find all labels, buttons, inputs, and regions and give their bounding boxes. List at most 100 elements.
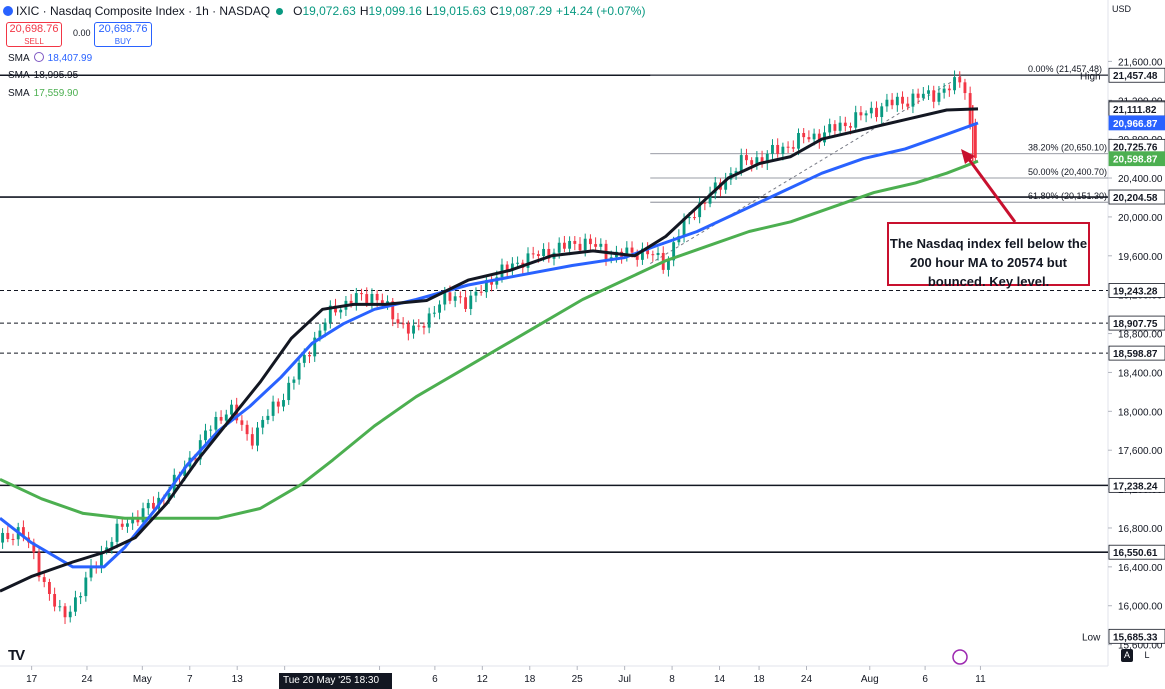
candle-body [505,264,509,271]
tradingview-logo[interactable]: TV [8,647,25,664]
candle-body [807,137,811,140]
sma-fast-line [0,121,979,569]
candle-body [973,124,977,158]
candle-body [937,92,941,102]
candle-body [58,606,62,608]
candle-body [869,107,873,114]
candle-body [625,247,629,257]
fib-level-label: 0.00% (21,457.48) [1028,64,1102,74]
candle-body [791,147,795,149]
auto-scale-button[interactable]: A [1121,649,1133,662]
candle-body [797,133,800,149]
candle-body [526,253,530,268]
y-tick-label: 17,600.00 [1118,446,1163,457]
y-tick-label: 16,400.00 [1118,563,1163,574]
candle-body [635,252,639,260]
candle-body [349,300,353,305]
candle-body [911,93,915,107]
sell-button[interactable]: 20,698.76 SELL [6,22,62,47]
fib-trend-line [649,74,963,264]
level-price-tag [1108,283,1165,298]
candle-body [47,581,51,594]
symbol-title[interactable]: IXIC · Nasdaq Composite Index · 1h · NAS… [16,4,271,18]
candle-body [287,382,291,401]
indicator-name: SMA [8,53,30,64]
price-tag [1108,151,1165,167]
indicator-value: 18,995.95 [33,70,79,81]
candle-body [110,541,114,548]
close-key: C [489,4,499,18]
candle-body [859,112,863,116]
level-price-tag [1108,315,1165,331]
price-tag-label: 20,966.87 [1113,119,1158,130]
y-tick-label: 16,800.00 [1118,524,1163,535]
candle-body [921,93,925,98]
candle-body [755,157,759,165]
candle-body [79,596,83,598]
y-tick-label: 15,600.00 [1118,641,1163,652]
currency-label[interactable]: USD [1112,4,1132,14]
candle-body [562,242,566,249]
high-key: H [359,4,369,18]
candle-body [209,429,213,431]
candle-body [219,416,223,421]
fib-level-label: 50.00% (20,400.70) [1028,167,1107,177]
x-tick-label: 12 [477,674,489,685]
level-price-label: 18,598.87 [1113,349,1158,360]
candle-body [630,247,634,253]
candle-body [724,179,728,190]
x-tick-label: 6 [922,674,928,685]
candle-body [573,240,577,244]
y-tick-label: 21,600.00 [1118,57,1163,68]
candle-body [885,99,889,107]
candle-body [37,552,41,578]
open-key: O [293,4,303,18]
candle-body [115,523,119,542]
indicator-sma-mid[interactable]: SMA 18,995.95 [8,70,78,81]
sell-price: 20,698.76 [9,23,59,35]
x-tick-label: 18 [524,674,536,685]
open-value: 19,072.63 [302,4,356,18]
candle-body [100,551,103,568]
candle-body [21,527,25,538]
candle-body [536,254,540,256]
candle-body [105,547,109,552]
candle-body [250,434,254,446]
level-price-tag [1108,477,1165,493]
candle-body [953,77,956,91]
candle-body [583,238,587,251]
x-tick-label: 8 [669,674,675,685]
candle-body [422,325,426,328]
high-marker-label: High [1080,71,1101,82]
candle-body [360,293,363,295]
candle-body [370,293,374,304]
candle-body [942,88,946,93]
indicator-sma-fast[interactable]: SMA 18,407.99 [8,52,92,64]
candle-body [406,323,410,334]
candle-body [365,294,369,304]
x-tick-label: Jul [618,674,631,685]
indicator-sma-slow[interactable]: SMA 17,559.90 [8,88,78,99]
annotation-callout[interactable]: The Nasdaq index fell below the 200 hour… [887,222,1090,289]
candle-body [963,82,967,94]
log-scale-button[interactable]: L [1144,650,1150,660]
candle-body [713,182,717,194]
candle-body [641,248,644,260]
candle-body [776,144,780,154]
candle-body [443,292,447,305]
level-price-label: 20,204.58 [1113,193,1158,204]
candle-body [734,171,738,174]
candle-body [901,96,904,104]
x-tick-label: 11 [975,674,986,685]
candle-body [693,217,696,219]
candle-body [875,107,878,118]
level-price-label: 18,907.75 [1113,319,1158,330]
candle-body [458,296,462,298]
candle-body [510,263,514,271]
candle-body [240,420,244,425]
candle-body [646,248,650,255]
buy-button[interactable]: 20,698.76 BUY [94,22,152,47]
candle-body [53,593,57,607]
level-price-label: 21,457.48 [1113,71,1158,82]
